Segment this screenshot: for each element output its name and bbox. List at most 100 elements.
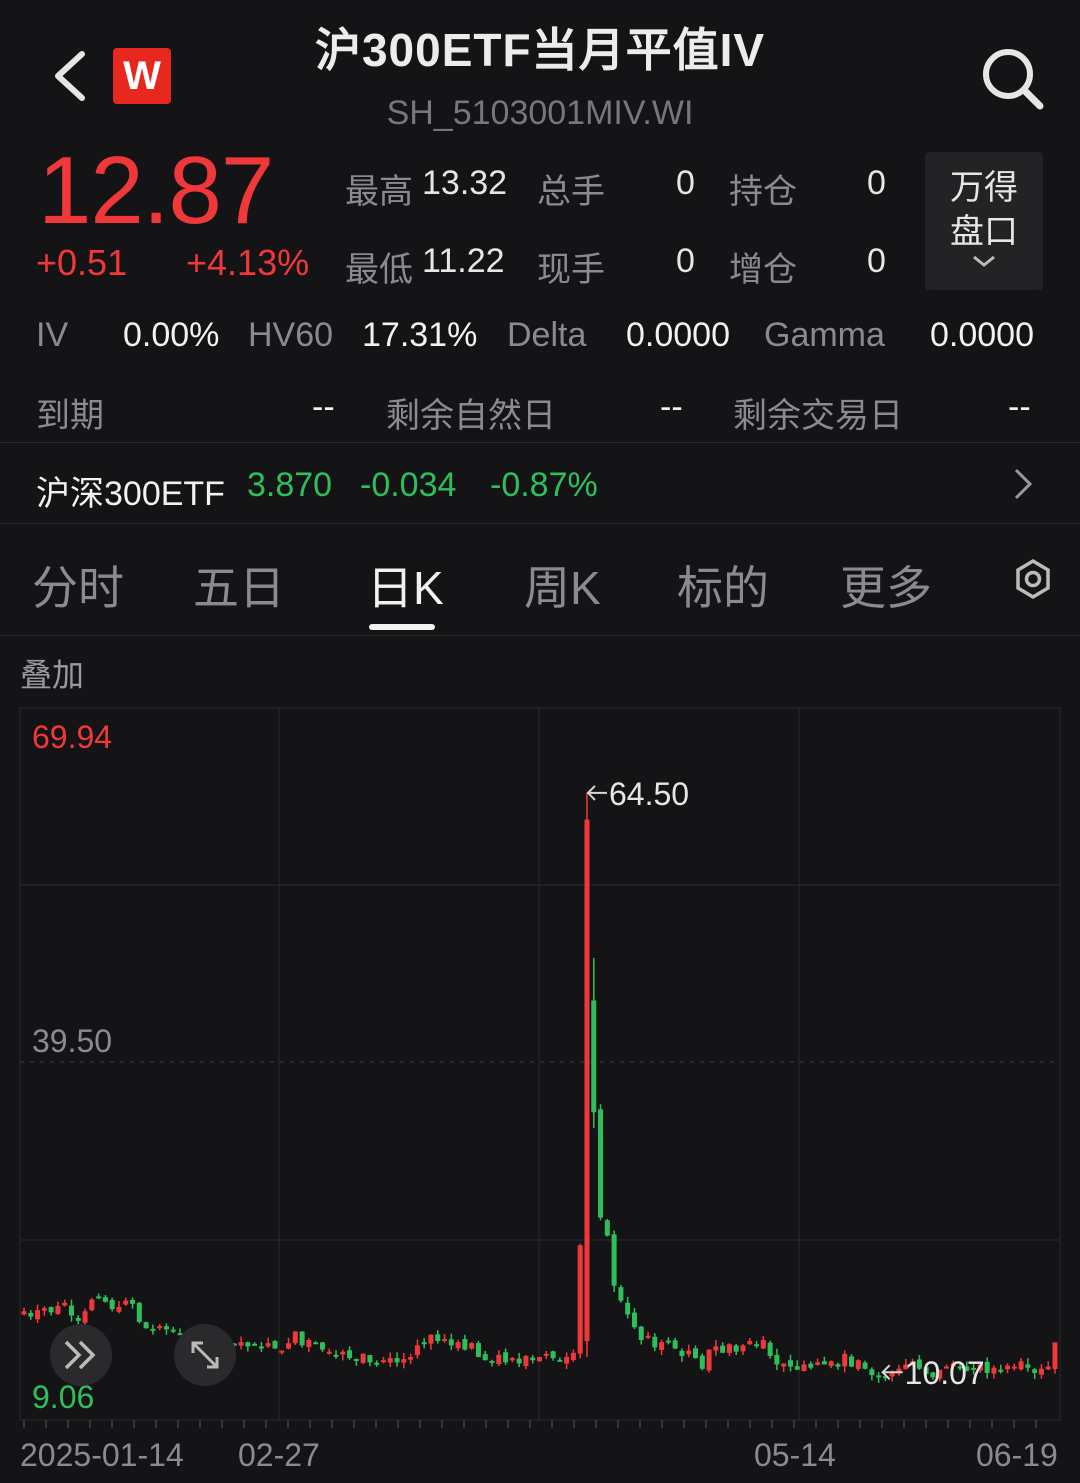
tab-five-day[interactable]: 五日 [193,562,285,614]
candle-body [706,1349,712,1371]
candle-body [340,1351,346,1355]
candle-body [910,1361,916,1365]
candle-body [645,1335,651,1338]
open-interest-value: 0 [867,164,886,202]
high-label: 最高 [345,173,413,211]
scroll-forward-button[interactable] [50,1324,112,1386]
candle-body [794,1366,800,1370]
candle-body [387,1358,393,1363]
annotation-arrowhead [586,785,596,801]
candle-body [475,1343,481,1358]
last-price: 12.87 [38,137,274,244]
candle-body [130,1299,136,1304]
candle-body [442,1338,448,1341]
order-book-label-2: 盘口 [950,213,1018,251]
candle-body [537,1357,542,1362]
candle-body [740,1345,746,1352]
candle-body [258,1346,264,1349]
candle-body [245,1342,251,1347]
order-book-label-1: 万得 [950,169,1018,207]
candle-body [977,1364,983,1371]
back-button[interactable] [48,44,92,108]
candle-body [299,1331,305,1346]
candle-body [123,1300,129,1305]
candle-body [360,1353,366,1363]
candle-body [353,1358,359,1361]
candle-body [496,1354,502,1365]
candle-body [713,1346,719,1351]
candle-body [693,1348,699,1359]
chart-settings-button[interactable] [1012,558,1054,600]
candle-body [252,1343,258,1346]
candle-body [903,1364,909,1369]
tab-more[interactable]: 更多 [840,562,932,614]
candle-body [828,1361,834,1367]
candle-body [957,1366,963,1369]
y-label-mid: 39.50 [32,1023,112,1059]
current-volume-label: 现手 [537,251,605,289]
y-label-max: 69.94 [32,719,112,755]
candle-body [672,1340,678,1349]
candle-body [1011,1366,1017,1369]
search-button[interactable] [978,46,1046,112]
candle-body [35,1310,41,1320]
underlying-row[interactable]: 沪深300ETF 3.870 -0.034 -0.87% [0,444,1080,524]
candle-body [686,1350,692,1355]
delta-label: Delta [507,316,587,354]
fullscreen-button[interactable] [174,1324,236,1386]
candle-body [733,1345,739,1352]
candle-body [394,1358,400,1363]
candle-body [503,1352,509,1363]
candle-body [1045,1366,1051,1370]
candle-body [882,1376,888,1379]
tab-intraday[interactable]: 分时 [32,562,124,614]
candle-body [414,1345,420,1356]
chevron-down-icon [973,255,995,267]
current-volume-value: 0 [676,242,695,280]
candle-body [48,1307,54,1313]
candle-body [767,1342,773,1356]
tab-weekly-k[interactable]: 周K [524,562,601,614]
candle-body [726,1344,732,1354]
candle-body [991,1367,997,1374]
candle-body [760,1339,766,1349]
candle-body [313,1342,319,1345]
tab-daily-k[interactable]: 日K [367,562,444,614]
remaining-trading-days-value: -- [1008,388,1031,426]
high-value: 13.32 [422,164,508,202]
candle-body [869,1369,875,1376]
price-change: +0.51 [36,242,128,283]
overlay-button[interactable]: 叠加 [20,657,85,693]
candle-body [1018,1361,1024,1370]
candle-body [367,1355,373,1363]
candle-body [21,1311,27,1315]
candle-body [448,1339,454,1346]
candle-body [347,1350,353,1359]
candle-body [699,1355,705,1369]
candle-body [1005,1365,1011,1370]
candle-body [157,1326,163,1329]
tab-underlying[interactable]: 标的 [677,562,769,614]
candle-body [435,1334,441,1342]
order-book-button[interactable]: 万得 盘口 [925,152,1043,290]
candle-body [659,1342,665,1350]
candle-body [62,1302,68,1306]
double-chevron-right-icon [64,1340,96,1370]
expiry-value: -- [312,388,335,426]
price-change-pct: +4.13% [186,242,310,283]
divider [0,442,1080,443]
candle-body [509,1358,515,1361]
candle-body [855,1360,861,1369]
settings-icon [1016,558,1050,600]
candle-body [611,1234,617,1286]
candle-body [774,1354,780,1365]
back-arrow-icon [55,51,85,101]
candle-body [570,1352,576,1361]
candle-body [787,1360,793,1367]
candle-body [801,1364,807,1372]
candle-body [564,1357,570,1364]
candle-body [638,1326,644,1340]
annotation-high-value: 64.50 [609,776,689,812]
candle-body [631,1312,637,1328]
candle-body [984,1361,990,1373]
